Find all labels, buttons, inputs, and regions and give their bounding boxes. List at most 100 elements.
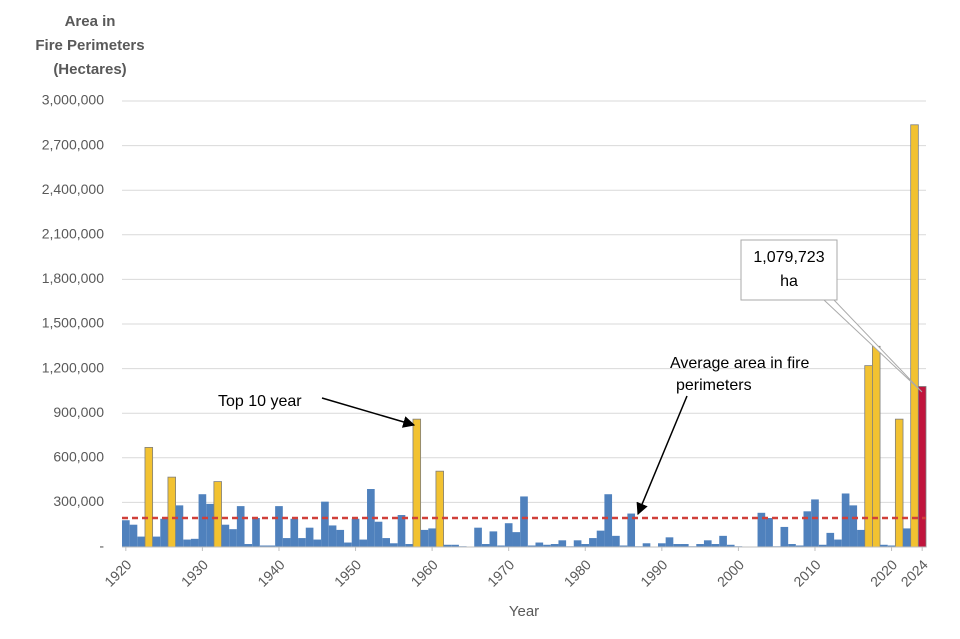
bar	[504, 523, 513, 547]
bar	[367, 489, 375, 547]
bar	[428, 528, 436, 547]
bar	[397, 515, 406, 547]
x-tick-label: 2010	[790, 556, 823, 589]
bar	[443, 544, 452, 547]
x-tick-label: 1950	[331, 556, 364, 589]
bar	[573, 540, 582, 547]
bar	[894, 418, 904, 548]
bar	[259, 545, 268, 547]
bar	[589, 538, 597, 547]
bar	[719, 535, 727, 547]
bar	[420, 529, 429, 547]
bar	[122, 520, 130, 547]
bar	[596, 530, 605, 547]
bar	[305, 527, 314, 547]
bar	[811, 499, 819, 547]
bar	[489, 531, 498, 547]
bar	[917, 386, 927, 548]
x-tick-label: 1970	[484, 556, 517, 589]
bar	[788, 544, 796, 547]
bar	[887, 545, 896, 547]
arrow	[321, 397, 416, 428]
bar	[252, 518, 260, 547]
bar	[581, 544, 590, 547]
bar	[290, 518, 299, 547]
x-axis-label: Year	[509, 603, 539, 620]
bar	[619, 545, 628, 547]
y-tick-label: 600,000	[53, 449, 104, 465]
bar	[267, 545, 276, 547]
callout-text: ha	[780, 273, 798, 290]
bar	[535, 542, 544, 547]
bar	[244, 544, 253, 547]
bar	[451, 544, 459, 547]
bar	[183, 539, 191, 547]
y-tick-label: 2,400,000	[42, 181, 104, 197]
bar	[321, 501, 329, 547]
bar	[336, 529, 345, 547]
bar	[435, 470, 445, 548]
bar	[405, 544, 413, 547]
bar	[803, 511, 812, 547]
y-tick-label: 3,000,000	[42, 92, 104, 108]
bar	[313, 539, 322, 547]
bar	[298, 538, 306, 547]
bar	[627, 513, 636, 547]
bar	[795, 545, 804, 547]
bar	[841, 493, 850, 547]
bar	[213, 481, 222, 548]
bar	[359, 539, 368, 547]
annotations: Top 10 year Average area in fire perimet…	[218, 239, 923, 516]
bar	[160, 518, 168, 547]
bar	[481, 544, 490, 547]
bar	[864, 365, 873, 548]
bar	[903, 528, 911, 547]
bar	[834, 539, 842, 547]
bar	[190, 538, 199, 547]
bar	[351, 518, 360, 547]
y-tick-label: 900,000	[53, 404, 104, 420]
bar	[726, 544, 735, 547]
plot-area: - 300,000 600,000 900,000 1,200,000 1,500,000…	[42, 92, 931, 590]
y-axis-label: (Hectares)	[53, 61, 126, 78]
x-tick-label: 2020	[867, 556, 900, 589]
bar	[137, 536, 145, 547]
bar	[665, 537, 674, 547]
bar	[550, 544, 559, 547]
bar	[680, 544, 689, 547]
bar	[527, 545, 536, 547]
x-tick-label: 1930	[178, 556, 211, 589]
bar	[520, 496, 528, 547]
bar	[910, 124, 919, 548]
x-tick-label: 1920	[101, 556, 134, 589]
bar	[206, 503, 214, 547]
bar	[198, 494, 207, 547]
bar	[696, 544, 704, 547]
y-tick-label: 1,500,000	[42, 315, 104, 331]
bar	[604, 494, 613, 547]
bar	[880, 544, 888, 547]
bar	[175, 505, 184, 547]
bar	[658, 543, 666, 547]
bar	[152, 536, 161, 547]
bar	[144, 446, 154, 548]
bar	[167, 476, 176, 548]
arrow	[636, 395, 688, 516]
bar	[818, 544, 827, 547]
y-tick-label: 1,800,000	[42, 270, 104, 286]
callout-text: 1,079,723	[753, 249, 824, 266]
bar	[765, 518, 773, 547]
y-tick-label: 2,700,000	[42, 136, 104, 152]
y-tick-label: -	[99, 538, 104, 554]
bar	[229, 529, 237, 547]
bar	[344, 542, 352, 547]
bar	[826, 532, 835, 547]
bar	[612, 535, 620, 547]
bar	[328, 525, 337, 547]
x-tick-label: 2000	[714, 556, 747, 589]
bar	[558, 540, 567, 547]
bar	[703, 540, 712, 547]
bar	[497, 545, 505, 547]
bar	[642, 543, 651, 547]
